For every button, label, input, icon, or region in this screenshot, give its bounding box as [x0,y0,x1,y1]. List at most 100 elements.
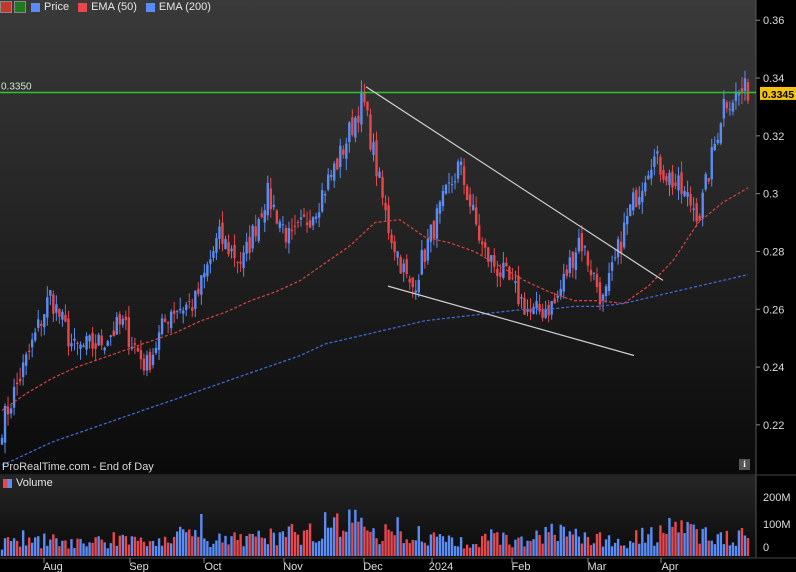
volume-bar [40,548,43,556]
volume-bar [260,537,263,556]
candle-body [396,251,399,258]
volume-bar [97,536,100,556]
candle-body [185,304,188,311]
volume-bar [719,532,723,556]
candle-body [360,91,363,125]
volume-bar [713,544,716,556]
upper-trendline[interactable] [365,86,664,281]
candle-body [607,273,611,291]
candle-body [239,261,242,264]
candle-body [378,171,381,178]
volume-bar [508,544,511,556]
volume-bar [674,521,677,556]
candle-body [390,234,393,243]
last-price-badge [760,86,796,100]
volume-bar [94,537,97,556]
candle-body [197,288,200,295]
candle-body [257,219,260,241]
volume-bar [357,521,360,556]
candle-body [191,307,194,311]
volume-bar [668,517,671,556]
candle-body [363,92,366,103]
candle-body [574,252,578,270]
volume-bar [444,541,448,556]
candle-body [728,109,732,111]
candle-body [532,306,535,315]
volume-bar [79,538,82,556]
candle-body [559,288,562,297]
info-icon[interactable]: i [739,459,750,470]
volume-tick-label: 0 [763,542,769,554]
candle-body [408,278,411,283]
volume-bar [284,536,288,556]
candle-body [387,205,390,234]
volume-bar [671,526,674,556]
volume-bar [124,536,128,556]
volume-bar [200,513,203,556]
volume-bar [487,540,490,556]
volume-bar [175,531,179,556]
volume-bar [326,527,330,556]
candle-body [212,251,215,258]
candle-body [477,225,481,241]
volume-bar [435,536,439,556]
volume-bar [46,545,49,556]
candle-body [142,358,146,371]
candle-body [311,217,315,226]
candle-body [269,188,273,210]
candle-body [444,184,448,194]
trend-up-icon[interactable] [14,1,26,13]
volume-bar [369,531,372,556]
volume-bar [248,533,251,556]
volume-bar [115,545,118,556]
volume-bar [544,526,547,556]
lower-trendline[interactable] [387,285,635,357]
candle-body [601,294,605,301]
volume-bar [414,540,417,556]
candle-body [592,272,596,274]
candle-body [339,145,342,168]
volume-bar [239,534,242,556]
candle-body [490,255,493,262]
candle-body [34,332,37,341]
y-tick-label: 0.28 [763,246,784,258]
candle-body [441,191,445,207]
x-tick-label: Aug [43,561,63,572]
volume-bar [629,541,632,556]
candle-body [625,215,629,225]
candle-body [209,259,212,264]
volume-bar [76,538,79,556]
candle-body [160,318,164,335]
candle-body [586,251,590,266]
candle-body [55,304,58,313]
volume-bar [9,541,13,556]
volume-bar [441,536,445,556]
ema200-legend-label: EMA (200) [158,1,211,13]
candle-body [112,330,115,337]
candle-body [103,347,106,351]
candle-body [351,117,354,135]
candle-body [499,272,502,277]
candle-body [511,277,514,279]
candle-body [175,311,179,313]
volume-bar [586,537,590,556]
volume-bar [182,529,185,556]
candle-body [677,175,680,191]
candle-body [405,259,408,275]
candle-body [417,279,420,293]
candle-body [124,316,128,321]
candle-body [46,297,49,318]
volume-bar [547,532,550,556]
x-tick-label: Apr [661,561,678,572]
volume-bar [363,526,366,556]
candle-body [638,196,641,205]
candle-body [157,332,161,350]
candle-body [85,336,88,350]
volume-bar [405,539,408,556]
close-icon[interactable] [0,1,12,13]
volume-bar [484,533,487,556]
candle-body [692,208,695,210]
volume-bar [287,526,291,556]
volume-bar [281,531,285,556]
candle-body [18,378,22,382]
